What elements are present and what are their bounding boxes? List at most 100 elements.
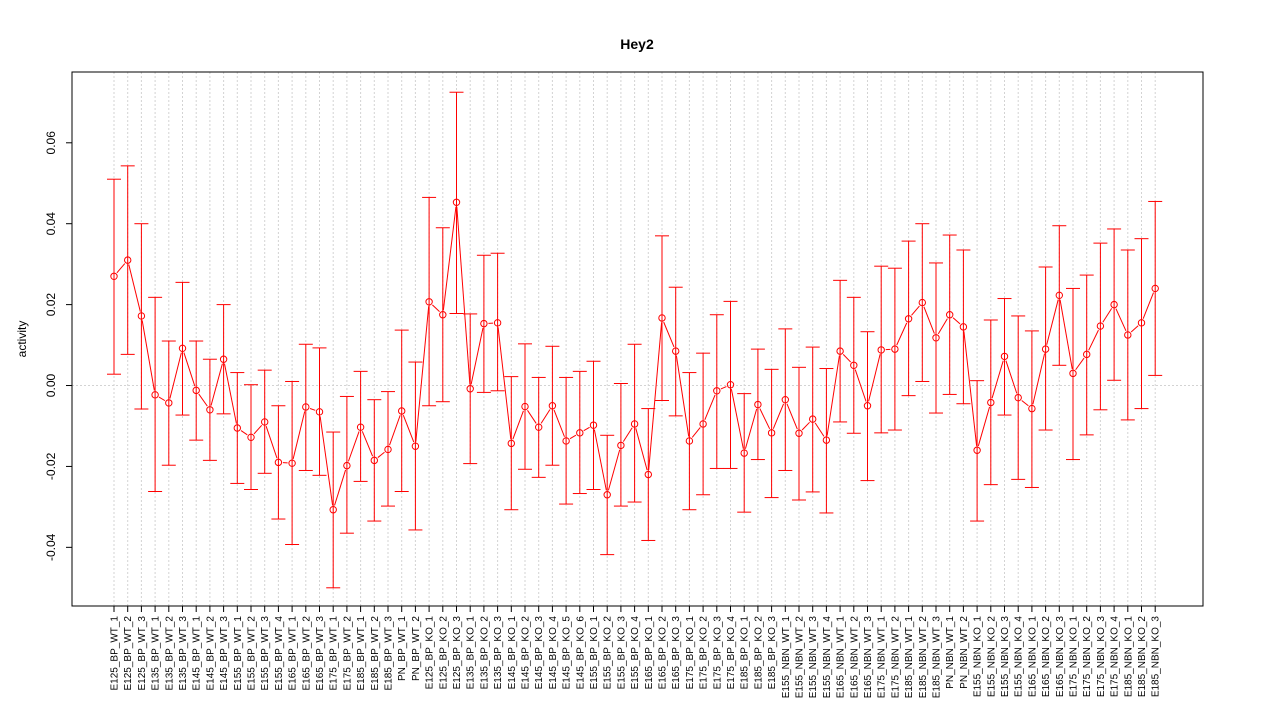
series-segment bbox=[319, 416, 334, 506]
series-segment bbox=[1005, 360, 1018, 394]
series-segment bbox=[540, 409, 551, 424]
x-tick-label: E165_NBN_WT_2 bbox=[849, 616, 860, 699]
data-point bbox=[261, 418, 269, 426]
series-segment bbox=[977, 406, 991, 447]
x-tick-label: E145_BP_KO_4 bbox=[548, 616, 559, 690]
series-segment bbox=[854, 369, 867, 402]
series-segment bbox=[648, 322, 663, 471]
x-tick-label: E135_BP_WT_3 bbox=[178, 616, 189, 691]
x-tick-label: E185_BP_KO_2 bbox=[753, 616, 764, 690]
series-segment bbox=[593, 429, 607, 491]
x-tick-label: E175_NBN_KO_4 bbox=[1110, 616, 1121, 698]
data-point bbox=[740, 449, 748, 457]
x-tick-label: E165_BP_KO_1 bbox=[644, 616, 655, 690]
data-point bbox=[1151, 284, 1159, 293]
series-segment bbox=[744, 408, 758, 449]
series-segment bbox=[253, 424, 263, 435]
x-tick-label: E125_BP_WT_3 bbox=[137, 616, 148, 691]
x-tick-label: E125_BP_KO_2 bbox=[438, 616, 449, 690]
data-point bbox=[754, 400, 762, 409]
x-tick-label: E185_BP_KO_1 bbox=[740, 616, 751, 690]
x-tick-label: E165_BP_WT_2 bbox=[301, 616, 312, 691]
series-segment bbox=[334, 469, 347, 506]
y-axis-label: activity bbox=[15, 321, 29, 358]
x-tick-label: E175_NBN_KO_3 bbox=[1096, 616, 1107, 698]
x-tick-label: E175_NBN_WT_1 bbox=[877, 616, 888, 699]
data-point bbox=[466, 385, 474, 393]
data-point bbox=[493, 319, 502, 327]
data-point bbox=[247, 433, 255, 442]
data-point bbox=[192, 386, 200, 395]
data-point bbox=[918, 298, 926, 307]
x-tick-label: E125_BP_KO_1 bbox=[425, 616, 436, 690]
data-point bbox=[110, 272, 118, 280]
x-tick-label: E125_BP_WT_1 bbox=[110, 616, 121, 691]
x-tick-label: E145_BP_WT_3 bbox=[219, 616, 230, 691]
data-point bbox=[726, 381, 735, 389]
series-segment bbox=[583, 426, 590, 432]
series-segment bbox=[720, 386, 727, 390]
series-segment bbox=[265, 426, 278, 459]
x-tick-label: E185_NBN_WT_1 bbox=[904, 616, 915, 699]
series-segment bbox=[240, 430, 248, 436]
data-point bbox=[343, 461, 351, 470]
data-point bbox=[439, 311, 447, 319]
data-point bbox=[946, 311, 954, 319]
y-tick-label: 0.02 bbox=[44, 293, 58, 317]
x-tick-label: E155_NBN_KO_1 bbox=[973, 616, 984, 698]
data-point bbox=[932, 334, 940, 342]
series-segment bbox=[991, 360, 1004, 399]
series-segment bbox=[1130, 325, 1139, 333]
y-tick-label: -0.02 bbox=[44, 452, 58, 480]
x-tick-label: E175_BP_KO_2 bbox=[699, 616, 710, 690]
data-point bbox=[644, 470, 652, 479]
series-segment bbox=[169, 352, 182, 399]
series-segment bbox=[347, 431, 360, 462]
data-point bbox=[781, 395, 789, 404]
data-point bbox=[603, 491, 611, 499]
data-point bbox=[1055, 291, 1064, 300]
data-point bbox=[288, 459, 296, 467]
series-segment bbox=[470, 327, 484, 385]
data-point bbox=[809, 415, 817, 423]
data-point bbox=[1110, 300, 1118, 309]
x-tick-label: PN_NBN_WT_1 bbox=[945, 616, 956, 689]
series-segment bbox=[415, 306, 430, 442]
data-point bbox=[425, 298, 433, 306]
data-point bbox=[877, 346, 885, 354]
data-point bbox=[891, 345, 899, 353]
x-tick-label: E185_NBN_WT_2 bbox=[918, 616, 929, 699]
chart-title: Hey2 bbox=[620, 36, 654, 52]
series-segment bbox=[691, 427, 701, 438]
plot-frame bbox=[71, 71, 1204, 607]
series-segment bbox=[772, 403, 785, 429]
data-point bbox=[904, 315, 913, 323]
x-tick-label: E165_NBN_KO_2 bbox=[1041, 616, 1052, 698]
series-segment bbox=[937, 318, 948, 335]
data-point bbox=[548, 402, 557, 410]
data-point bbox=[630, 420, 639, 428]
series-segment bbox=[826, 355, 840, 436]
data-point bbox=[178, 344, 187, 353]
x-tick-label: E185_NBN_KO_3 bbox=[1151, 616, 1162, 698]
data-point bbox=[672, 347, 680, 355]
y-tick-label: 0.06 bbox=[44, 131, 58, 155]
x-tick-label: E135_BP_WT_2 bbox=[164, 616, 175, 691]
series-segment bbox=[402, 415, 415, 443]
x-tick-label: E175_BP_KO_3 bbox=[712, 616, 723, 690]
data-point bbox=[658, 314, 666, 322]
series-segment bbox=[952, 317, 961, 325]
series-segment bbox=[442, 206, 457, 311]
x-tick-label: E125_BP_WT_2 bbox=[123, 616, 134, 691]
data-point bbox=[356, 423, 365, 431]
x-tick-label: E155_BP_WT_4 bbox=[274, 616, 285, 691]
data-point bbox=[617, 441, 625, 450]
x-tick-label: E155_BP_WT_3 bbox=[260, 616, 271, 691]
x-tick-label: E175_BP_WT_1 bbox=[329, 616, 340, 691]
data-point bbox=[315, 408, 324, 416]
series-segment bbox=[361, 431, 374, 457]
series-segment bbox=[116, 263, 126, 274]
data-point bbox=[1028, 404, 1036, 413]
series-segment bbox=[963, 331, 978, 446]
